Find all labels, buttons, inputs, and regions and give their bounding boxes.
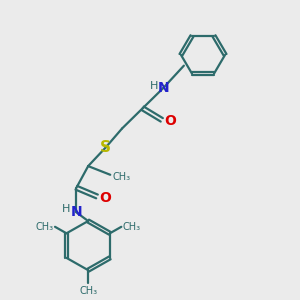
Text: O: O bbox=[164, 114, 176, 128]
Text: CH₃: CH₃ bbox=[112, 172, 131, 182]
Text: N: N bbox=[158, 81, 169, 95]
Text: CH₃: CH₃ bbox=[123, 222, 141, 232]
Text: H: H bbox=[150, 81, 158, 91]
Text: CH₃: CH₃ bbox=[35, 222, 53, 232]
Text: S: S bbox=[100, 140, 111, 155]
Text: N: N bbox=[70, 205, 82, 219]
Text: O: O bbox=[99, 191, 111, 205]
Text: CH₃: CH₃ bbox=[79, 286, 97, 296]
Text: H: H bbox=[62, 205, 70, 214]
